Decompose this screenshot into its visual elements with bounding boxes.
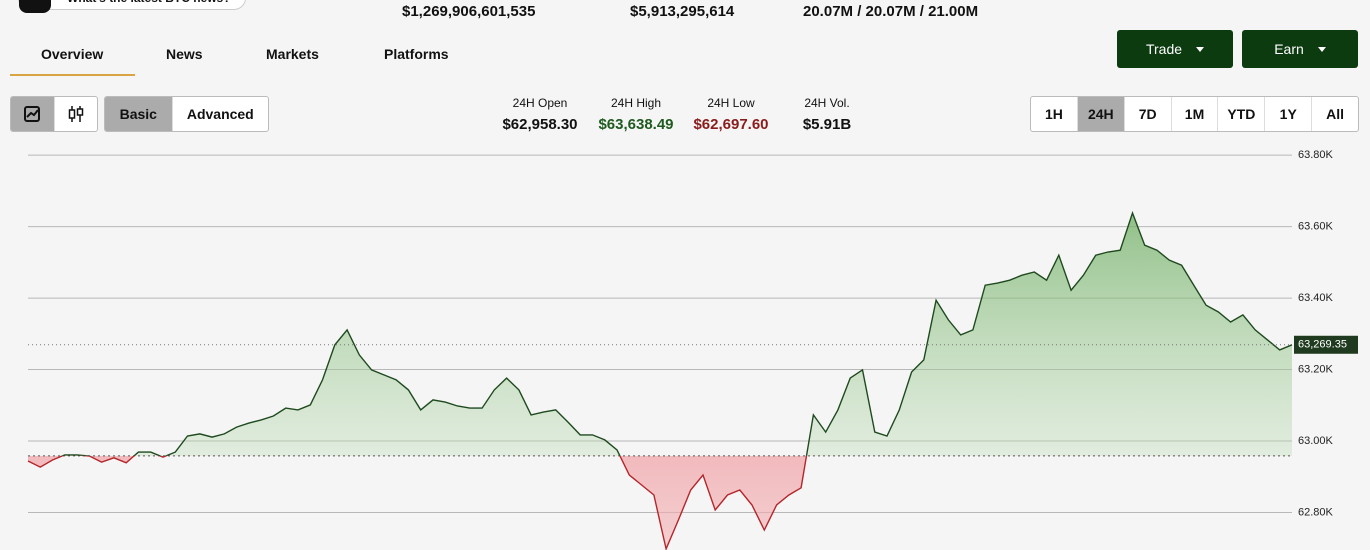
tab[interactable]: Overview: [41, 46, 104, 62]
earn-button[interactable]: Earn: [1242, 30, 1358, 68]
range-option[interactable]: 7D: [1125, 97, 1172, 131]
view-toggle: Basic Advanced: [104, 96, 269, 132]
area-down: [28, 455, 807, 549]
view-option[interactable]: Advanced: [186, 106, 254, 122]
view-option[interactable]: Basic: [105, 97, 173, 131]
summary-value: $63,638.49: [598, 116, 674, 133]
summary-label: 24H Low: [707, 96, 755, 110]
current-price-label: 63,269.35: [1298, 339, 1347, 351]
y-tick-label: 63.60K: [1298, 221, 1334, 233]
label: Trade: [1145, 41, 1183, 57]
candle-icon[interactable]: [55, 97, 98, 131]
line-icon[interactable]: [11, 97, 55, 131]
trade-button[interactable]: Trade: [1117, 30, 1233, 68]
label: Earn: [1274, 41, 1304, 57]
range-option[interactable]: 1Y: [1265, 97, 1313, 131]
volume: $5,913,295,614: [630, 3, 735, 20]
summary: 24H Open $62,958.30: [485, 96, 595, 133]
supply: 20.07M / 20.07M / 21.00M: [803, 3, 979, 20]
summary-value: $62,697.60: [693, 116, 769, 133]
summary-label: 24H Open: [512, 96, 568, 110]
tab[interactable]: Markets: [266, 46, 319, 62]
tab[interactable]: Platforms: [384, 46, 449, 62]
y-tick-label: 63.00K: [1298, 435, 1334, 447]
tab[interactable]: News: [166, 46, 203, 62]
current-tag: [1294, 335, 1358, 354]
y-tick-label: 63.80K: [1298, 149, 1334, 161]
chart-style-toggle: [10, 96, 98, 132]
price-line-down: [27, 455, 808, 550]
range-option[interactable]: 1M: [1172, 97, 1219, 131]
market-cap: $1,269,906,601,535: [402, 3, 536, 20]
summary: 24H Low $62,697.60: [676, 96, 786, 133]
summary-value: $5.91B: [802, 116, 852, 133]
area-up: [28, 213, 1292, 456]
summary-label: 24H High: [610, 96, 662, 110]
y-tick-label: 63.40K: [1298, 292, 1334, 304]
range-option[interactable]: All: [1326, 106, 1345, 122]
range-option[interactable]: 24H: [1077, 97, 1125, 131]
summary: 24H Vol. $5.91B: [772, 96, 882, 133]
summary-label: 24H Vol.: [804, 96, 850, 110]
tab-underline: [10, 74, 135, 76]
price-line-up: [60, 210, 1293, 456]
icon: [68, 106, 83, 122]
icon: [24, 106, 41, 122]
summary-value: $62,958.30: [502, 116, 578, 133]
range-selector: 1H 24H 7D 1M YTD 1Y All: [1030, 96, 1359, 132]
range-option[interactable]: YTD: [1218, 97, 1266, 131]
news-prompt[interactable]: What's the latest BTC news?: [18, 0, 246, 13]
range-option[interactable]: 1H: [1031, 97, 1078, 131]
y-tick-label: 63.20K: [1298, 363, 1334, 375]
summary: 24H High $63,638.49: [581, 96, 691, 133]
y-tick-label: 62.80K: [1298, 506, 1334, 518]
